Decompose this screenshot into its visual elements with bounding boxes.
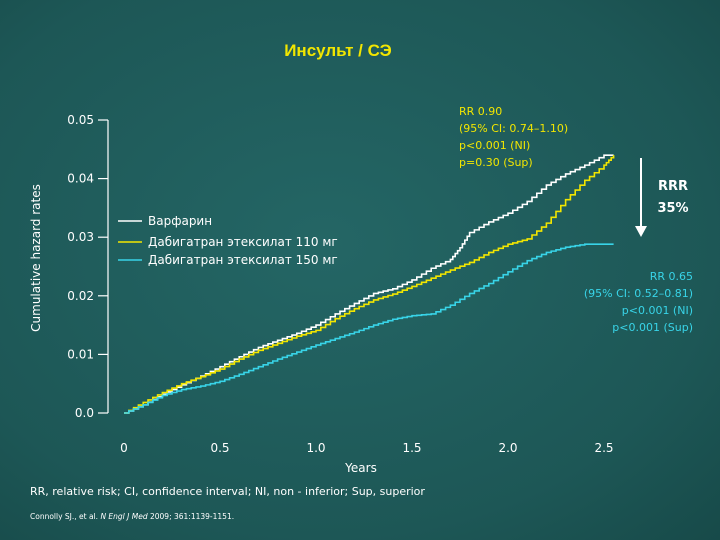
y-tick-label: 0.05: [67, 113, 94, 127]
x-axis-label: Years: [344, 461, 377, 475]
annotation-dabi110-ci: (95% CI: 0.74–1.10): [459, 122, 568, 135]
series-layer: [124, 154, 615, 414]
y-tick-label: 0.0: [75, 406, 94, 420]
rrr-annotation: RRR 35%: [635, 158, 689, 237]
annotation-dabi150: RR 0.65 (95% CI: 0.52–0.81) p<0.001 (NI)…: [584, 270, 693, 334]
series-dabi150: [124, 243, 614, 414]
y-tick-labels: 0.0 0.01 0.02 0.03 0.04 0.05: [67, 113, 94, 420]
y-tick-label: 0.02: [67, 289, 94, 303]
y-tick-label: 0.04: [67, 172, 94, 186]
citation: Connolly SJ., et al. N Engl J Med 2009; …: [30, 512, 234, 521]
rrr-value: 35%: [657, 201, 688, 216]
x-tick-label: 2.5: [594, 441, 613, 455]
citation-journal: N Engl J Med: [100, 512, 147, 521]
legend-label-dabi150: Дабигатран этексилат 150 мг: [148, 253, 338, 267]
annotation-dabi150-ni: p<0.001 (NI): [622, 304, 693, 317]
x-tick-label: 1.0: [306, 441, 325, 455]
footnote: RR, relative risk; CI, confidence interv…: [30, 485, 425, 498]
annotation-dabi110-rr: RR 0.90: [459, 105, 502, 118]
annotation-dabi110-sup: p=0.30 (Sup): [459, 156, 533, 169]
annotation-dabi110: RR 0.90 (95% CI: 0.74–1.10) p<0.001 (NI)…: [459, 105, 568, 169]
x-tick-label: 0.5: [210, 441, 229, 455]
rrr-arrowhead-icon: [635, 226, 647, 237]
y-tick-label: 0.01: [67, 347, 94, 361]
y-tick-label: 0.03: [67, 230, 94, 244]
x-tick-label: 1.5: [402, 441, 421, 455]
annotation-dabi150-sup: p<0.001 (Sup): [612, 321, 693, 334]
x-tick-labels: 0 0.5 1.0 1.5 2.0 2.5: [120, 441, 613, 455]
rrr-label: RRR: [658, 179, 688, 194]
series-dabi110: [124, 155, 615, 414]
series-warfarin: [124, 154, 614, 414]
annotation-dabi150-ci: (95% CI: 0.52–0.81): [584, 287, 693, 300]
legend: Варфарин Дабигатран этексилат 110 мг Даб…: [118, 214, 338, 267]
x-tick-label: 2.0: [498, 441, 517, 455]
citation-details: 2009; 361:1139-1151.: [148, 512, 235, 521]
annotation-dabi110-ni: p<0.001 (NI): [459, 139, 530, 152]
annotation-dabi150-rr: RR 0.65: [650, 270, 693, 283]
legend-label-dabi110: Дабигатран этексилат 110 мг: [148, 235, 338, 249]
x-tick-label: 0: [120, 441, 128, 455]
axes: [98, 119, 109, 414]
citation-authors: Connolly SJ., et al.: [30, 512, 100, 521]
y-axis-label: Cumulative hazard rates: [29, 184, 43, 332]
chart-title: Инсульт / СЭ: [284, 41, 392, 60]
legend-label-warfarin: Варфарин: [148, 214, 212, 228]
